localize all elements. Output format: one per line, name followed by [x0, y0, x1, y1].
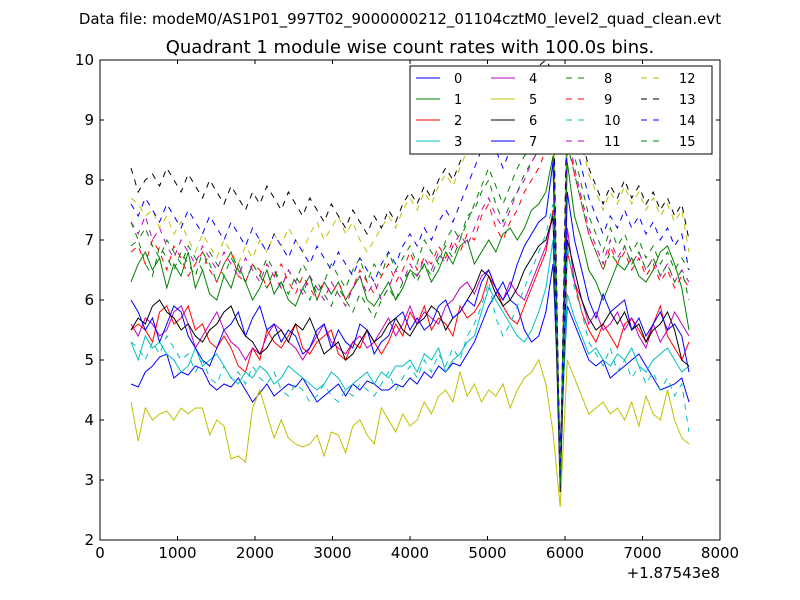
x-tick-label: 3000	[313, 544, 351, 562]
legend-label-13: 13	[679, 93, 696, 108]
x-tick-label: 8000	[701, 544, 739, 562]
plot-area: 0 1000 2000 3000 4000 5000 6000 7000 8000 2 3 4 5 6 7 8…	[75, 51, 739, 562]
legend-label-14: 14	[679, 114, 696, 129]
legend-label-5: 5	[529, 93, 537, 108]
legend-label-2: 2	[454, 114, 462, 129]
y-tick-label: 10	[75, 51, 94, 69]
series-5-line	[130, 358, 690, 508]
legend-label-12: 12	[679, 72, 696, 87]
y-tick-label: 9	[84, 111, 94, 129]
series-10-line	[130, 203, 690, 463]
y-tick-label: 8	[84, 171, 94, 189]
x-tick-label: 7000	[623, 544, 661, 562]
figure-suptitle: Data file: modeM0/AS1P01_997T02_90000002…	[79, 10, 721, 29]
series-14-line	[130, 89, 690, 487]
x-tick-label: 6000	[546, 544, 584, 562]
y-tick-label: 5	[84, 351, 94, 369]
series-8-line	[130, 101, 690, 487]
y-tick-label: 7	[84, 231, 94, 249]
x-tick-label: 5000	[468, 544, 506, 562]
series-0-line	[130, 263, 690, 445]
series-3-line	[130, 239, 690, 463]
x-offset-label: +1.87543e8	[627, 564, 720, 582]
legend-label-3: 3	[454, 135, 462, 150]
series-4-line	[130, 215, 690, 475]
series-15-line	[130, 125, 690, 487]
series-2-line	[130, 209, 690, 481]
legend-label-7: 7	[529, 135, 537, 150]
x-tick-label: 4000	[391, 544, 429, 562]
legend-label-10: 10	[604, 114, 621, 129]
legend-frame	[409, 65, 713, 155]
legend-label-15: 15	[679, 135, 696, 150]
y-tick-label: 3	[84, 471, 94, 489]
series-13-line	[130, 60, 690, 487]
legend-label-11: 11	[604, 135, 621, 150]
y-tick-label: 2	[84, 531, 94, 549]
x-tick-label: 1000	[158, 544, 196, 562]
legend-label-1: 1	[454, 93, 462, 108]
legend-label-6: 6	[529, 114, 537, 129]
y-tick-label: 6	[84, 291, 94, 309]
ticks-layer: 0 1000 2000 3000 4000 5000 6000 7000 8000 2 3 4 5 6 7 8…	[75, 51, 739, 562]
y-tick-label: 4	[84, 411, 94, 429]
series-11-line	[130, 107, 690, 481]
series-6-line	[130, 215, 690, 493]
series-7-line	[130, 161, 690, 481]
legend-label-9: 9	[604, 93, 612, 108]
legend-label-0: 0	[454, 72, 462, 87]
x-tick-label: 0	[95, 544, 105, 562]
legend-label-8: 8	[604, 72, 612, 87]
x-tick-label: 2000	[236, 544, 274, 562]
series-layer	[130, 60, 690, 508]
chart-title: Quadrant 1 module wise count rates with …	[166, 37, 655, 58]
legend-label-4: 4	[529, 72, 537, 87]
